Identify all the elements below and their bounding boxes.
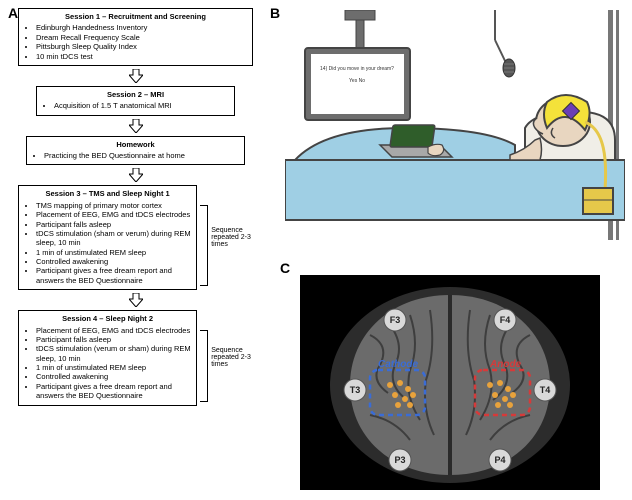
bracket-label: Sequence repeated 2-3 times	[211, 227, 253, 248]
box-title: Homework	[32, 140, 239, 149]
panel-label-a: A	[8, 5, 18, 21]
bracket-label: Sequence repeated 2-3 times	[211, 347, 253, 368]
box-item: Edinburgh Handedness Inventory	[36, 23, 247, 32]
box-item: Participant gives a free dream report an…	[36, 382, 191, 401]
monitor-question: 14) Did you move in your dream?	[320, 66, 394, 72]
electrode-label: T3	[350, 385, 361, 395]
bracket-icon	[200, 205, 208, 286]
box-item: Placement of EEG, EMG and tDCS electrode…	[36, 326, 191, 335]
flow-arrow-icon	[129, 69, 143, 83]
box-title: Session 1 – Recruitment and Screening	[24, 12, 247, 21]
box-item: tDCS stimulation (verum or sham) during …	[36, 344, 191, 363]
flowchart-box: Session 3 – TMS and Sleep Night 1 TMS map…	[18, 185, 197, 290]
electrode-label: T4	[540, 385, 551, 395]
box-item: Dream Recall Frequency Scale	[36, 33, 247, 42]
experiment-setup-illustration: 14) Did you move in your dream? Yes No	[285, 10, 625, 240]
box-title: Session 4 – Sleep Night 2	[24, 314, 191, 323]
flow-arrow-icon	[129, 119, 143, 133]
box-item: Practicing the BED Questionnaire at home	[44, 151, 239, 160]
box-item: Participant falls asleep	[36, 335, 191, 344]
flowchart-box: Homework Practicing the BED Questionnaire…	[26, 136, 245, 166]
box-item: 1 min of unstimulated REM sleep	[36, 363, 191, 372]
anode-label: Anode	[489, 359, 522, 370]
box-title: Session 2 – MRI	[42, 90, 229, 99]
electrode-label: P3	[394, 455, 405, 465]
box-item: Participant gives a free dream report an…	[36, 266, 191, 285]
cathode-label: Cathode	[378, 359, 418, 370]
box-title: Session 3 – TMS and Sleep Night 1	[24, 189, 191, 198]
box-item: Pittsburgh Sleep Quality Index	[36, 42, 247, 51]
panel-label-b: B	[270, 5, 280, 21]
flowchart-box: Session 2 – MRI Acquisition of 1.5 T anat…	[36, 86, 235, 116]
flow-arrow-icon	[129, 293, 143, 307]
brain-top-view: Cathode Anode F3 F4 T3 T4 P3 P4	[300, 275, 600, 490]
flowchart-box: Session 1 – Recruitment and Screening Edi…	[18, 8, 253, 66]
box-item: 10 min tDCS test	[36, 52, 247, 61]
box-item: 1 min of unstimulated REM sleep	[36, 248, 191, 257]
bracket-icon	[200, 330, 208, 401]
monitor-options: Yes No	[349, 78, 365, 84]
flowchart: Session 1 – Recruitment and Screening Edi…	[18, 8, 253, 406]
electrode-label: F4	[500, 315, 511, 325]
flowchart-box: Session 4 – Sleep Night 2 Placement of EE…	[18, 310, 197, 405]
electrode-label: P4	[494, 455, 505, 465]
electrode-label: F3	[390, 315, 401, 325]
box-item: Participant falls asleep	[36, 220, 191, 229]
box-item: Acquisition of 1.5 T anatomical MRI	[54, 101, 229, 110]
box-item: Controlled awakening	[36, 372, 191, 381]
box-item: Placement of EEG, EMG and tDCS electrode…	[36, 210, 191, 219]
box-item: Controlled awakening	[36, 257, 191, 266]
flow-arrow-icon	[129, 168, 143, 182]
box-item: tDCS stimulation (sham or verum) during …	[36, 229, 191, 248]
panel-label-c: C	[280, 260, 290, 276]
box-item: TMS mapping of primary motor cortex	[36, 201, 191, 210]
